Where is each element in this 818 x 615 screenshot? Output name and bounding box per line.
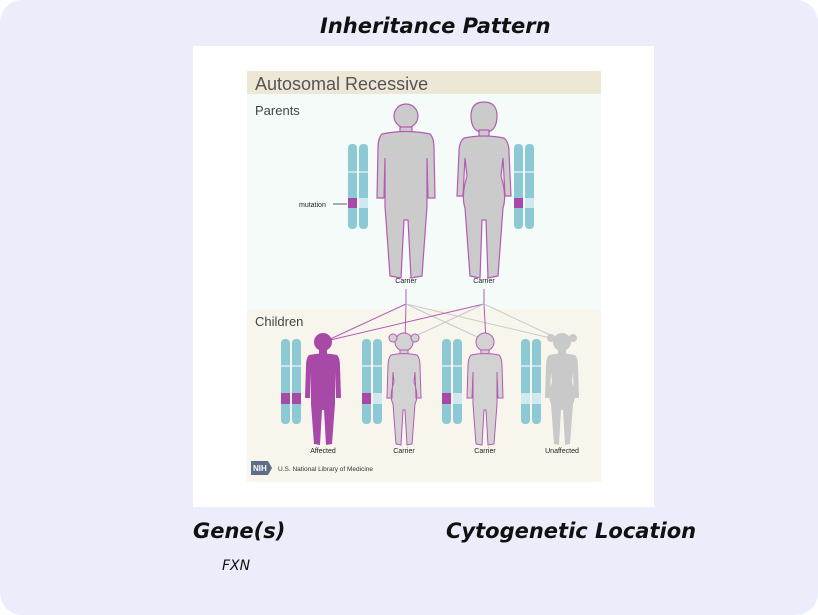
credit-text: U.S. National Library of Medicine: [278, 466, 373, 473]
gene-value: FXN: [222, 558, 251, 574]
title-bar: [247, 71, 601, 94]
nih-logo: NIH: [251, 461, 272, 475]
parents-label: Parents: [255, 103, 300, 118]
mutation-label: mutation: [299, 202, 326, 209]
parent1-label: Carrier: [395, 278, 417, 285]
parent2-label: Carrier: [473, 278, 495, 285]
child3-label: Carrier: [474, 448, 496, 455]
child4-label: Unaffected: [545, 448, 579, 455]
child1-chromosomes: [281, 339, 301, 424]
autosomal-recessive-diagram: Autosomal Recessive Parents Children mut…: [247, 71, 601, 482]
child4-chromosomes: [521, 339, 541, 424]
parent1-chromosomes: [348, 144, 368, 229]
child3-chromosomes: [442, 339, 462, 424]
cytogenetic-location-heading: Cytogenetic Location: [446, 519, 697, 543]
diagram-title: Autosomal Recessive: [255, 74, 428, 94]
children-label: Children: [255, 314, 303, 329]
child1-label: Affected: [310, 448, 336, 455]
child2-chromosomes: [362, 339, 382, 424]
parent2-chromosomes: [514, 144, 534, 229]
inheritance-image-panel: Autosomal Recessive Parents Children mut…: [193, 46, 654, 507]
child2-label: Carrier: [393, 448, 415, 455]
genes-heading: Gene(s): [193, 519, 286, 543]
inheritance-pattern-heading: Inheritance Pattern: [320, 14, 551, 38]
nih-logo-text: NIH: [253, 464, 267, 473]
